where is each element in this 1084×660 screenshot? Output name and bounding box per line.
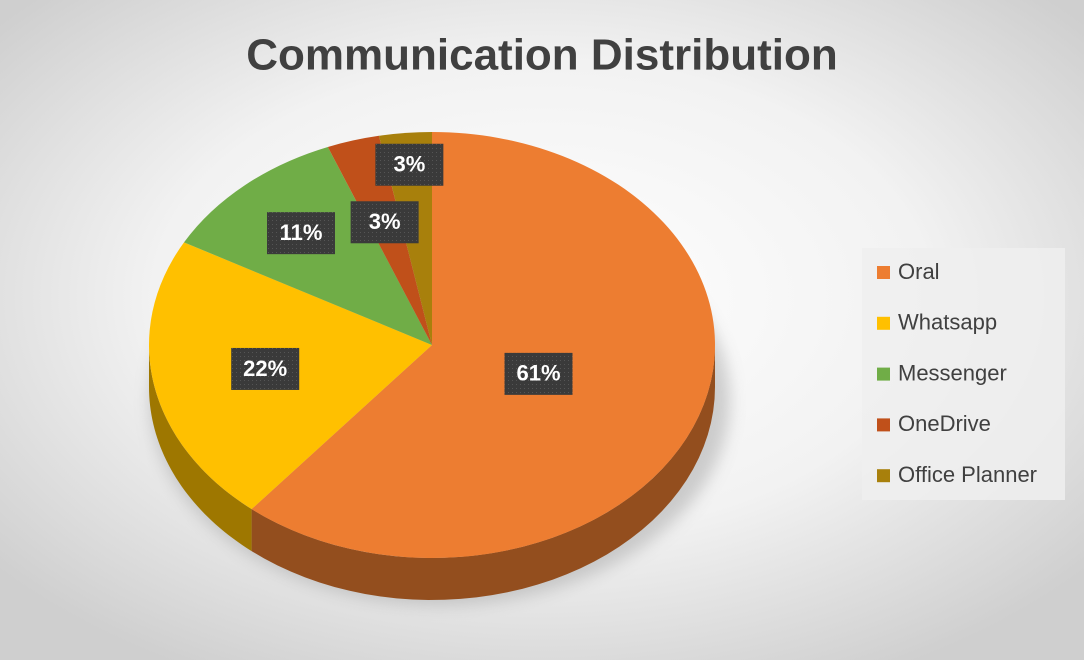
- legend-swatch: [877, 418, 890, 432]
- legend-swatch: [877, 316, 890, 330]
- legend-box: [862, 248, 1065, 500]
- legend-label: Whatsapp: [898, 310, 997, 335]
- legend-label: Messenger: [898, 360, 1007, 385]
- slice-side: [149, 345, 252, 552]
- data-label: 11%: [280, 220, 323, 245]
- slice-side: [251, 345, 715, 600]
- label-box: [266, 212, 335, 255]
- data-label: 61%: [516, 361, 560, 386]
- data-label: 22%: [243, 356, 287, 381]
- data-label: 3%: [393, 152, 425, 177]
- label-box: [375, 143, 444, 186]
- legend-swatch: [877, 266, 890, 279]
- chart-title: Communication Distribution: [246, 31, 838, 80]
- legend-swatch: [877, 367, 890, 381]
- label-box: [504, 352, 573, 395]
- label-box: [350, 201, 419, 244]
- legend-label: Office Planner: [898, 462, 1037, 487]
- legend-label: OneDrive: [898, 411, 991, 436]
- label-box: [231, 347, 300, 390]
- legend-swatch: [877, 469, 890, 483]
- data-label: 3%: [369, 209, 401, 234]
- slice: [251, 132, 715, 558]
- legend-label: Oral: [898, 259, 940, 284]
